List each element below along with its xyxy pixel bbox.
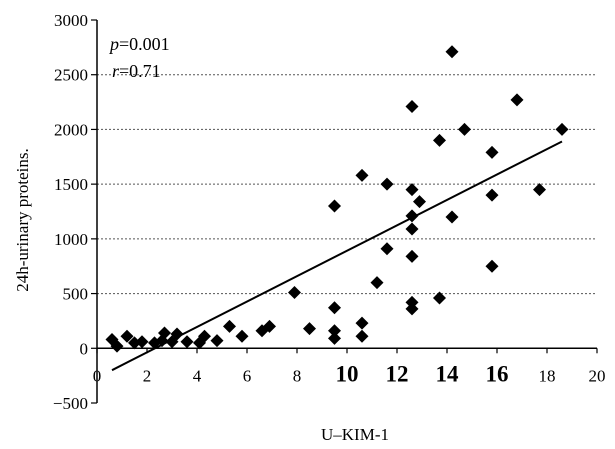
data-point	[158, 326, 171, 340]
x-tick-label: 16	[486, 361, 509, 386]
x-tick-label: 4	[193, 366, 202, 385]
data-point	[405, 302, 419, 316]
x-tick-label: 14	[436, 361, 460, 386]
data-point	[235, 329, 249, 343]
data-point	[328, 324, 341, 338]
data-point	[405, 99, 419, 113]
regression-line-group	[111, 140, 563, 372]
data-point	[533, 183, 546, 197]
x-tick-label: 18	[539, 366, 556, 385]
data-point	[355, 329, 369, 343]
data-point	[355, 316, 369, 330]
data-point	[445, 45, 459, 59]
data-point	[380, 242, 394, 256]
x-axis-label: U–KIM-1	[321, 425, 389, 444]
r-value: =0.71	[119, 61, 161, 81]
data-point	[370, 276, 384, 290]
data-point	[328, 199, 341, 213]
regression-line	[111, 140, 563, 372]
data-point	[458, 122, 471, 136]
data-point	[110, 339, 124, 353]
x-tick-label: 10	[336, 361, 359, 386]
r-value-annotation: r=0.71	[112, 61, 161, 81]
data-point	[180, 335, 194, 349]
y-tick-label: 3000	[54, 11, 88, 30]
data-point	[223, 319, 236, 333]
y-tick-label: 2500	[54, 66, 88, 85]
data-point	[405, 222, 419, 236]
data-point	[433, 133, 446, 147]
data-point	[433, 291, 446, 305]
data-point	[555, 122, 569, 136]
y-tick-label: 1000	[54, 230, 88, 249]
data-point	[303, 322, 316, 336]
data-point	[170, 327, 184, 341]
data-point	[288, 285, 301, 299]
y-tick-labels: 3000 2500 2000 1500 1000 500 0 −500	[53, 11, 88, 413]
y-axis-label: 24h-urinary proteins.	[13, 148, 32, 292]
data-point	[405, 183, 419, 197]
p-symbol: p	[108, 34, 119, 54]
data-point	[198, 329, 211, 343]
x-tick-label: 12	[386, 361, 409, 386]
x-tick-label: 0	[93, 366, 102, 385]
data-point	[405, 249, 419, 263]
data-point	[485, 188, 499, 202]
y-tick-label: −500	[53, 394, 88, 413]
data-point	[328, 301, 341, 315]
x-tick-label: 6	[243, 366, 252, 385]
data-point	[405, 295, 419, 309]
data-point	[355, 168, 369, 182]
p-value: =0.001	[119, 34, 170, 54]
data-point	[210, 334, 224, 348]
data-point	[445, 210, 459, 224]
y-tick-label: 500	[63, 285, 89, 304]
gridlines	[97, 74, 597, 295]
data-point	[485, 145, 499, 159]
x-tick-labels: 0 2 4 6 8 10 12 14 16 18 20	[93, 361, 606, 386]
data-point	[510, 93, 524, 107]
data-point	[135, 335, 149, 349]
y-tick-label: 2000	[54, 120, 88, 139]
data-point	[263, 319, 276, 333]
data-point	[380, 177, 394, 191]
axes	[91, 19, 598, 404]
data-point	[405, 209, 419, 223]
x-tick-label: 20	[589, 366, 606, 385]
data-point	[413, 195, 426, 209]
data-point	[485, 259, 499, 273]
p-value-annotation: p=0.001	[108, 34, 170, 54]
data-points	[105, 45, 569, 353]
data-point	[328, 331, 341, 345]
data-point	[120, 329, 134, 343]
x-tick-label: 8	[293, 366, 302, 385]
r-symbol: r	[112, 61, 120, 81]
y-tick-label: 1500	[54, 175, 88, 194]
y-tick-label: 0	[80, 339, 89, 358]
x-tick-label: 2	[143, 366, 152, 385]
